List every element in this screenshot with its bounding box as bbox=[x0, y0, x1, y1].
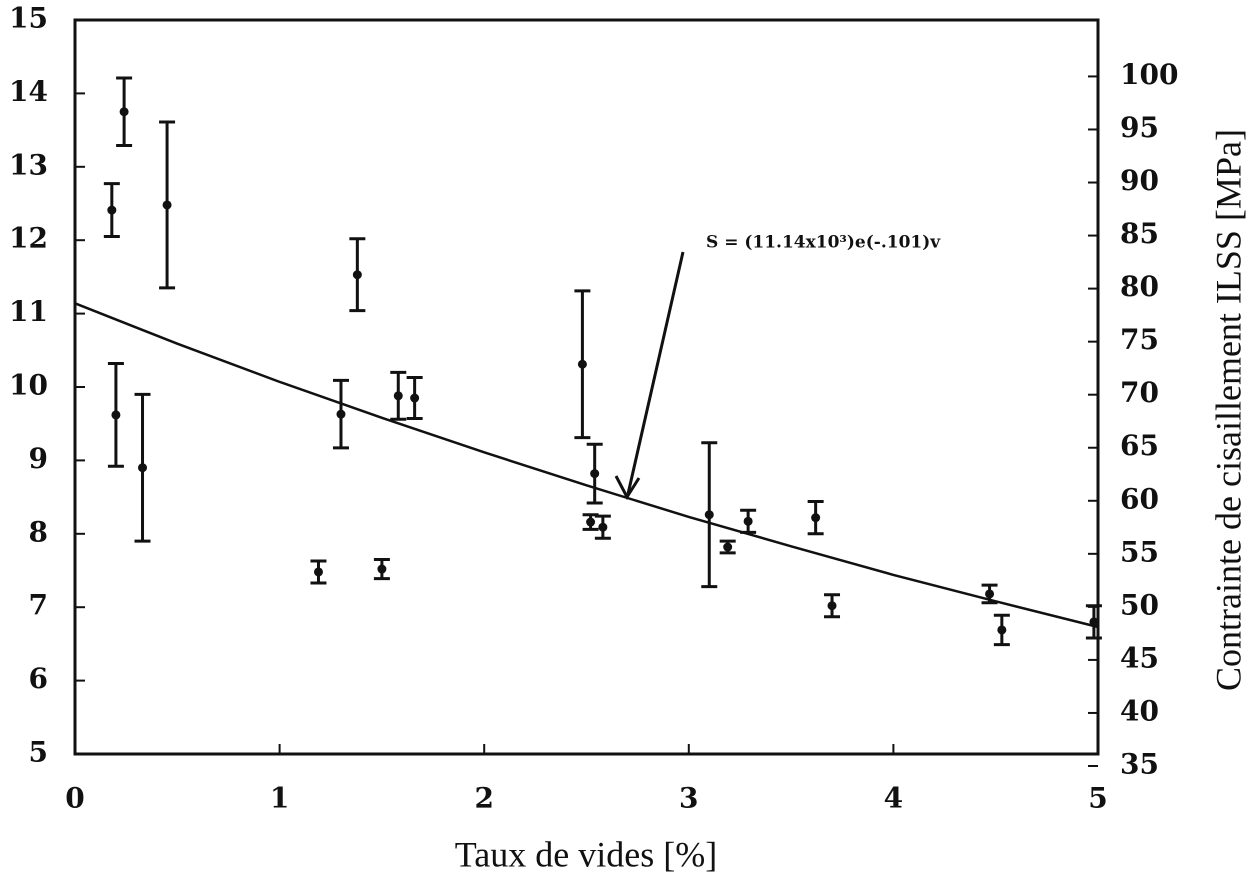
y-tick-label: 9 bbox=[29, 442, 48, 475]
y2-tick-label: 35 bbox=[1120, 748, 1159, 781]
x-tick-label: 4 bbox=[884, 782, 903, 815]
y-tick-label: 6 bbox=[29, 662, 48, 695]
data-point bbox=[985, 589, 995, 599]
data-point bbox=[743, 516, 753, 526]
x-axis-title: Taux de vides [%] bbox=[455, 834, 717, 874]
data-point bbox=[111, 410, 121, 420]
y2-tick-label: 55 bbox=[1120, 535, 1159, 568]
data-point bbox=[119, 107, 129, 117]
data-point bbox=[598, 522, 608, 532]
y-tick-label: 13 bbox=[9, 148, 48, 181]
y2-tick-label: 95 bbox=[1120, 111, 1159, 144]
data-point bbox=[393, 391, 403, 401]
data-point bbox=[704, 510, 714, 520]
y-tick-label: 8 bbox=[29, 515, 48, 548]
y-tick-label: 7 bbox=[29, 589, 48, 622]
y2-tick-label: 70 bbox=[1120, 376, 1159, 409]
x-tick-label: 1 bbox=[270, 782, 289, 815]
y2-tick-label: 100 bbox=[1120, 58, 1178, 91]
y-tick-label: 11 bbox=[9, 295, 48, 328]
y2-tick-label: 60 bbox=[1120, 482, 1159, 515]
data-point bbox=[590, 469, 600, 479]
y2-tick-label: 45 bbox=[1120, 641, 1159, 674]
x-tick-label: 2 bbox=[474, 782, 493, 815]
annotation: S = (11.14x10³)e(-.101)v bbox=[706, 233, 941, 253]
y-tick-label: 10 bbox=[9, 369, 48, 402]
data-point bbox=[1089, 617, 1099, 627]
y2-tick-label: 40 bbox=[1120, 694, 1159, 727]
data-point bbox=[723, 542, 733, 552]
plot-frame bbox=[73, 18, 1100, 756]
y2-tick-label: 85 bbox=[1120, 217, 1159, 250]
data-point bbox=[586, 517, 596, 527]
data-point bbox=[336, 409, 346, 419]
x-tick-label: 0 bbox=[65, 782, 84, 815]
y-tick-label: 15 bbox=[9, 2, 48, 35]
y2-tick-label: 50 bbox=[1120, 588, 1159, 621]
fit-line bbox=[74, 302, 1099, 629]
y2-tick-label: 90 bbox=[1120, 164, 1159, 197]
y-tick-label: 14 bbox=[9, 75, 48, 108]
data-point bbox=[377, 564, 387, 574]
data-point bbox=[997, 625, 1007, 635]
x-tick-label: 5 bbox=[1088, 782, 1107, 815]
data-point bbox=[352, 270, 362, 280]
y2-tick-label: 65 bbox=[1120, 429, 1159, 462]
data-point bbox=[162, 200, 172, 210]
y-tick-label: 5 bbox=[29, 736, 48, 769]
y2-axis-title: Contrainte de cisaillement ILSS [MPa] bbox=[1208, 129, 1248, 691]
data-point bbox=[138, 463, 148, 473]
x-tick-label: 3 bbox=[679, 782, 698, 815]
y2-tick-label: 75 bbox=[1120, 323, 1159, 356]
annotation-arrow bbox=[626, 251, 685, 495]
data-point bbox=[577, 359, 587, 369]
y2-tick-label: 80 bbox=[1120, 270, 1159, 303]
data-point bbox=[811, 513, 821, 523]
arrow-head bbox=[614, 475, 641, 501]
data-point bbox=[827, 601, 837, 611]
data-point bbox=[313, 567, 323, 577]
data-point bbox=[410, 393, 420, 403]
y-tick-label: 12 bbox=[9, 222, 48, 255]
data-point bbox=[107, 205, 117, 215]
